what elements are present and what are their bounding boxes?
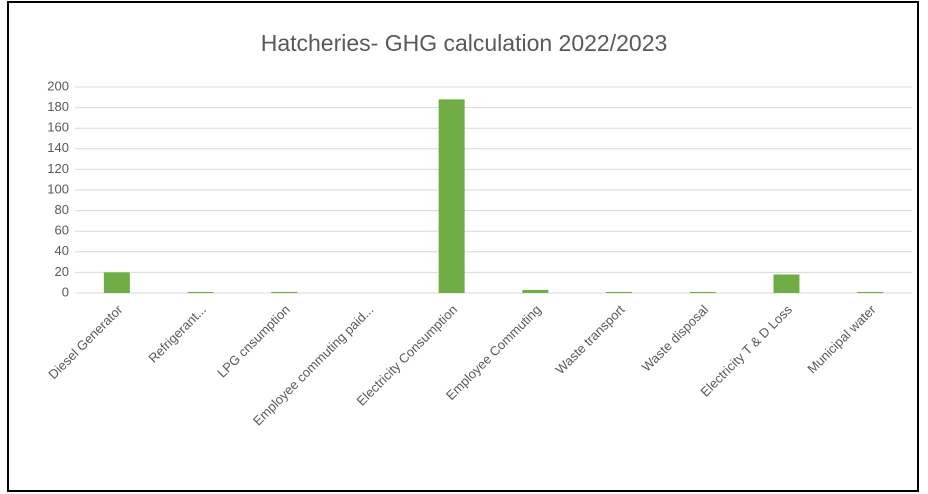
- bar: [606, 291, 633, 293]
- bar: [103, 272, 130, 293]
- bar: [187, 291, 214, 293]
- y-tick-label: 160: [47, 120, 69, 135]
- y-tick-label: 60: [55, 223, 69, 238]
- bar: [271, 291, 298, 293]
- y-tick-label: 120: [47, 161, 69, 176]
- y-tick-label: 40: [55, 243, 69, 258]
- y-tick-label: 200: [47, 78, 69, 93]
- y-tick-label: 80: [55, 202, 69, 217]
- bar: [522, 289, 549, 293]
- bar: [857, 291, 884, 293]
- chart-title: Hatcheries- GHG calculation 2022/2023: [261, 30, 668, 56]
- y-tick-label: 0: [62, 284, 69, 299]
- bar: [689, 291, 716, 293]
- bar: [773, 274, 800, 293]
- y-tick-label: 100: [47, 181, 69, 196]
- y-tick-label: 180: [47, 99, 69, 114]
- bar: [438, 99, 465, 293]
- y-tick-label: 20: [55, 264, 69, 279]
- y-tick-label: 140: [47, 140, 69, 155]
